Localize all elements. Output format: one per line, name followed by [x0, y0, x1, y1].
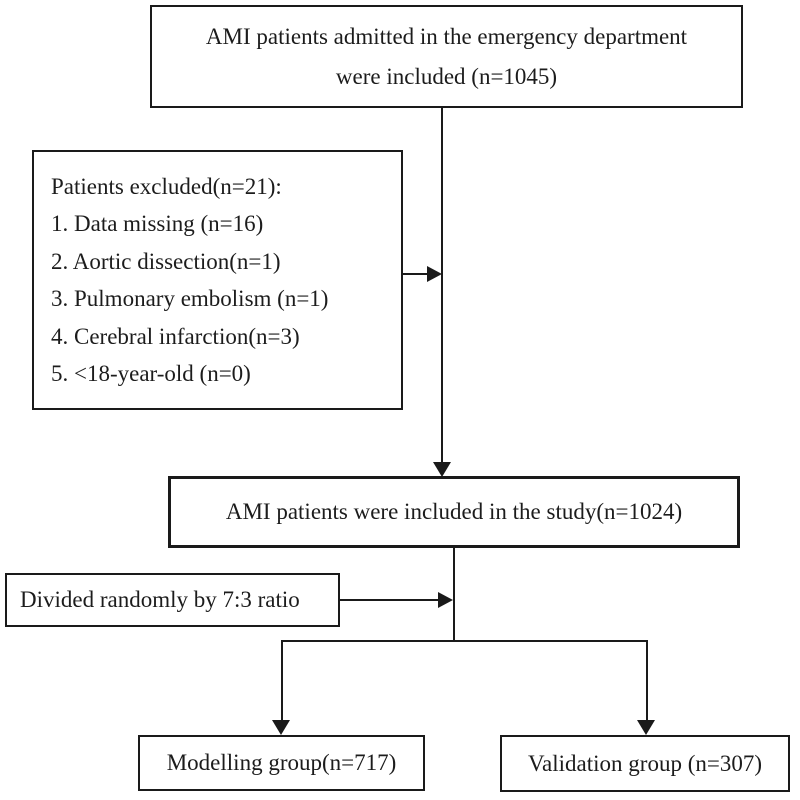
- exclusion-item: 1. Data missing (n=16): [51, 211, 264, 236]
- arrowhead-right-icon: [438, 592, 453, 608]
- arrowhead-down-icon: [433, 462, 451, 477]
- enrollment-box-line1: AMI patients admitted in the emergency d…: [205, 23, 688, 49]
- randomization-box: Divided randomly by 7:3 ratio: [5, 573, 340, 627]
- arrowhead-down-icon: [637, 720, 655, 735]
- validation-group-text: Validation group (n=307): [528, 750, 762, 776]
- included-box: AMI patients were included in the study(…: [168, 476, 740, 548]
- enrollment-box-line2: were included (n=1045): [335, 63, 558, 89]
- exclusion-item: 3. Pulmonary embolism (n=1): [51, 286, 329, 311]
- exclusion-item: 5. <18-year-old (n=0): [51, 361, 251, 386]
- enrollment-box: AMI patients admitted in the emergency d…: [150, 5, 743, 108]
- arrowhead-down-icon: [272, 720, 290, 735]
- connector-exclusions-to-main: [403, 273, 428, 275]
- connector-branch-to-modelling: [281, 640, 283, 720]
- connector-branch-horizontal: [281, 640, 648, 642]
- arrowhead-right-icon: [427, 266, 442, 282]
- exclusion-item: 2. Aortic dissection(n=1): [51, 248, 281, 274]
- exclusions-title: Patients excluded(n=21):: [51, 173, 282, 199]
- modelling-group-text: Modelling group(n=717): [166, 750, 397, 775]
- connector-randomization-to-main: [340, 599, 438, 601]
- connector-included-to-branch: [453, 548, 455, 641]
- exclusions-box: Patients excluded(n=21): 1. Data missing…: [32, 150, 403, 410]
- modelling-group-box: Modelling group(n=717): [138, 735, 425, 791]
- exclusion-item: 4. Cerebral infarction(n=3): [51, 323, 300, 349]
- included-box-text: AMI patients were included in the study(…: [225, 499, 683, 524]
- randomization-box-text: Divided randomly by 7:3 ratio: [20, 587, 300, 612]
- validation-group-box: Validation group (n=307): [500, 735, 790, 792]
- connector-top-to-included: [441, 108, 443, 463]
- connector-branch-to-validation: [646, 640, 648, 720]
